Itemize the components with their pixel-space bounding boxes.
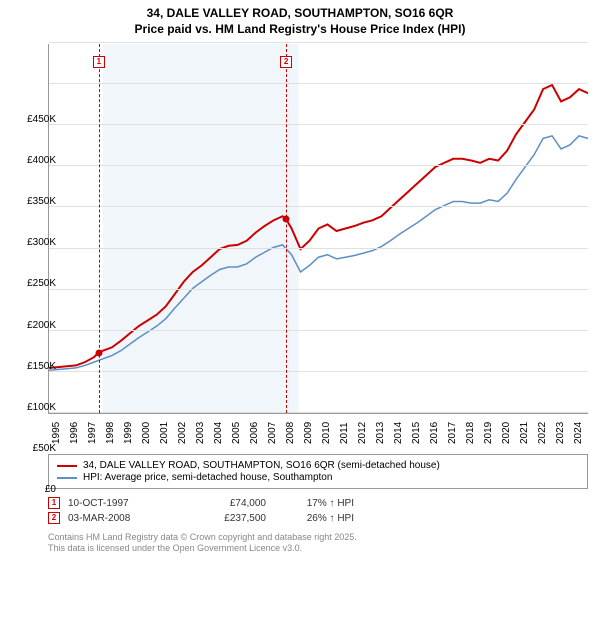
legend-label: 34, DALE VALLEY ROAD, SOUTHAMPTON, SO16 … <box>83 460 440 471</box>
x-axis-label: 2023 <box>555 422 566 444</box>
gridline <box>49 42 588 43</box>
transaction-row: 2 03-MAR-2008 £237,500 26% ↑ HPI <box>48 512 588 524</box>
plot-area: 12 <box>48 44 588 414</box>
x-axis-label: 2013 <box>375 422 386 444</box>
legend-item: HPI: Average price, semi-detached house,… <box>57 472 579 483</box>
x-axis-label: 2010 <box>321 422 332 444</box>
marker-flag: 1 <box>93 56 105 68</box>
gridline <box>49 412 588 413</box>
legend-swatch <box>57 477 77 479</box>
attribution-line-1: Contains HM Land Registry data © Crown c… <box>48 532 357 542</box>
x-axis-label: 2005 <box>231 422 242 444</box>
x-axis-label: 2014 <box>393 422 404 444</box>
x-axis-label: 2012 <box>357 422 368 444</box>
legend-item: 34, DALE VALLEY ROAD, SOUTHAMPTON, SO16 … <box>57 460 579 471</box>
x-axis-label: 2016 <box>429 422 440 444</box>
x-axis-label: 2004 <box>213 422 224 444</box>
gridline <box>49 248 588 249</box>
x-axis-label: 2006 <box>249 422 260 444</box>
x-axis-label: 2021 <box>519 422 530 444</box>
x-axis-label: 2007 <box>267 422 278 444</box>
chart-container: 34, DALE VALLEY ROAD, SOUTHAMPTON, SO16 … <box>0 0 600 560</box>
marker-dot <box>95 350 102 357</box>
x-axis-label: 2018 <box>465 422 476 444</box>
transaction-price: £237,500 <box>186 513 266 524</box>
x-axis-label: 1999 <box>123 422 134 444</box>
x-axis-label: 2009 <box>303 422 314 444</box>
marker-vline <box>99 44 100 413</box>
gridline <box>49 289 588 290</box>
x-axis-label: 2011 <box>339 422 350 444</box>
legend-label: HPI: Average price, semi-detached house,… <box>83 472 332 483</box>
gridline <box>49 83 588 84</box>
transaction-date: 10-OCT-1997 <box>68 498 178 509</box>
x-axis-label: 2019 <box>483 422 494 444</box>
transaction-list: 1 10-OCT-1997 £74,000 17% ↑ HPI 2 03-MAR… <box>48 494 588 527</box>
series-line-hpi <box>49 136 588 370</box>
x-axis-label: 2001 <box>159 422 170 444</box>
x-axis-label: 1996 <box>69 422 80 444</box>
gridline <box>49 371 588 372</box>
x-axis-label: 1995 <box>51 422 62 444</box>
x-axis-label: 2000 <box>141 422 152 444</box>
transaction-date: 03-MAR-2008 <box>68 513 178 524</box>
x-axis-label: 2017 <box>447 422 458 444</box>
x-axis-label: 2008 <box>285 422 296 444</box>
title-line-2: Price paid vs. HM Land Registry's House … <box>135 22 466 36</box>
legend: 34, DALE VALLEY ROAD, SOUTHAMPTON, SO16 … <box>48 454 588 489</box>
marker-flag: 2 <box>280 56 292 68</box>
series-line-price_paid <box>49 85 588 368</box>
chart-lines <box>49 44 588 413</box>
legend-swatch <box>57 465 77 467</box>
gridline <box>49 206 588 207</box>
x-axis-label: 2020 <box>501 422 512 444</box>
x-axis-label: 2024 <box>573 422 584 444</box>
marker-dot <box>283 215 290 222</box>
title-line-1: 34, DALE VALLEY ROAD, SOUTHAMPTON, SO16 … <box>147 6 454 20</box>
transaction-row: 1 10-OCT-1997 £74,000 17% ↑ HPI <box>48 497 588 509</box>
gridline <box>49 330 588 331</box>
x-axis-label: 2015 <box>411 422 422 444</box>
attribution: Contains HM Land Registry data © Crown c… <box>48 532 357 554</box>
transaction-price: £74,000 <box>186 498 266 509</box>
transaction-pct: 26% ↑ HPI <box>274 513 354 524</box>
y-axis-label: £450K <box>27 114 56 266</box>
marker-vline <box>286 44 287 413</box>
x-axis-label: 2002 <box>177 422 188 444</box>
gridline <box>49 124 588 125</box>
attribution-line-2: This data is licensed under the Open Gov… <box>48 543 302 553</box>
transaction-pct: 17% ↑ HPI <box>274 498 354 509</box>
chart-title: 34, DALE VALLEY ROAD, SOUTHAMPTON, SO16 … <box>0 0 600 37</box>
gridline <box>49 165 588 166</box>
x-axis-label: 1997 <box>87 422 98 444</box>
x-axis-label: 1998 <box>105 422 116 444</box>
x-axis-label: 2022 <box>537 422 548 444</box>
x-axis-label: 2003 <box>195 422 206 444</box>
